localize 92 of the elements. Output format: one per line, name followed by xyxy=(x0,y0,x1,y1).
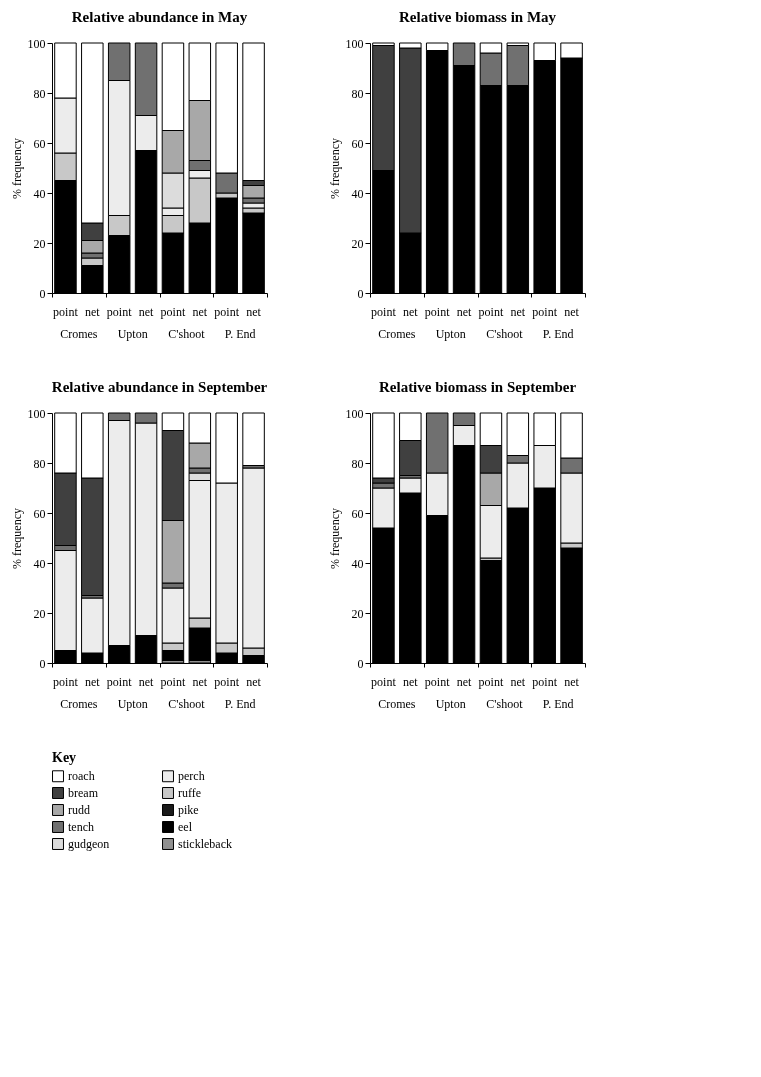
x-tick-label: point xyxy=(424,675,451,689)
text: P. End xyxy=(224,327,256,341)
text: Upton xyxy=(117,697,148,711)
text: P. End xyxy=(542,697,574,711)
y-tick-label: 40 xyxy=(33,556,46,571)
x-tick-label: net xyxy=(246,305,262,319)
y-tick-label: 40 xyxy=(33,186,46,201)
x-tick-label: net xyxy=(510,675,526,689)
x-tick-label: net xyxy=(456,675,473,689)
y-tick-label: 0 xyxy=(39,656,46,671)
y-tick-label: 60 xyxy=(351,136,364,151)
y-tick-label: 20 xyxy=(351,606,364,621)
legend-title: Key xyxy=(52,750,77,765)
x-tick-label: point xyxy=(214,305,240,319)
x-tick-label: net xyxy=(564,675,580,689)
y-tick-label: 80 xyxy=(33,86,46,101)
y-tick-label: 80 xyxy=(33,456,46,471)
text: P. End xyxy=(224,697,256,711)
x-tick-label: net xyxy=(402,305,419,319)
legend-label: bream xyxy=(68,786,99,800)
legend-label: perch xyxy=(178,769,205,784)
legend-label: ruffe xyxy=(178,786,202,800)
x-tick-label: point xyxy=(160,305,186,319)
y-axis-title: % frequency xyxy=(327,138,342,199)
bar xyxy=(242,412,265,466)
legend-label: eel xyxy=(178,820,193,834)
x-tick-label: net xyxy=(84,305,101,319)
legend-label: pike xyxy=(178,803,199,817)
x-tick-label: point xyxy=(371,305,397,319)
y-tick-label: 100 xyxy=(27,36,46,51)
x-tick-label: net xyxy=(510,305,526,319)
y-tick-label: 40 xyxy=(351,556,364,571)
y-tick-label: 20 xyxy=(33,236,46,251)
x-tick-label: point xyxy=(160,675,186,689)
y-tick-label: 20 xyxy=(33,606,46,621)
text: Cromes xyxy=(60,327,98,341)
x-tick-label: point xyxy=(214,675,240,689)
y-tick-label: 0 xyxy=(39,286,46,301)
y-tick-label: 40 xyxy=(351,186,364,201)
chart-title: Relative abundance in September xyxy=(51,379,268,395)
text: Upton xyxy=(435,327,466,341)
y-tick-label: 60 xyxy=(33,136,46,151)
y-tick-label: 100 xyxy=(27,406,46,421)
text: C'shoot xyxy=(486,327,524,341)
y-tick-label: 80 xyxy=(351,456,364,471)
x-tick-label: net xyxy=(192,305,208,319)
y-tick-label: 0 xyxy=(357,286,364,301)
text: P. End xyxy=(542,327,574,341)
chart-title: Relative abundance in May xyxy=(71,9,248,25)
y-tick-label: 100 xyxy=(345,36,364,51)
legend-label: gudgeon xyxy=(68,837,110,851)
text: Cromes xyxy=(378,697,416,711)
y-axis-title: % frequency xyxy=(327,508,342,569)
x-tick-label: net xyxy=(564,305,580,319)
x-tick-label: point xyxy=(53,305,79,319)
text: Cromes xyxy=(60,697,98,711)
y-tick-label: 20 xyxy=(351,236,364,251)
x-tick-label: net xyxy=(138,675,155,689)
y-axis-title: % frequency xyxy=(9,138,24,199)
x-tick-label: point xyxy=(106,675,133,689)
x-tick-label: point xyxy=(532,675,558,689)
y-axis-title: % frequency xyxy=(9,508,24,569)
x-tick-label: point xyxy=(478,305,504,319)
legend-label: rudd xyxy=(68,803,90,817)
y-tick-label: 60 xyxy=(351,506,364,521)
x-tick-label: point xyxy=(106,305,133,319)
x-tick-label: point xyxy=(478,675,504,689)
x-tick-label: point xyxy=(53,675,79,689)
x-tick-label: point xyxy=(371,675,397,689)
x-tick-label: net xyxy=(402,675,419,689)
x-tick-label: net xyxy=(456,305,473,319)
chart-title: Relative biomass in September xyxy=(378,379,577,395)
x-tick-label: net xyxy=(246,675,262,689)
text: Upton xyxy=(435,697,466,711)
y-tick-label: 0 xyxy=(357,656,364,671)
x-tick-label: point xyxy=(532,305,558,319)
legend-label: tench xyxy=(68,820,94,834)
y-tick-label: 80 xyxy=(351,86,364,101)
legend-label: stickleback xyxy=(178,837,232,851)
y-tick-label: 100 xyxy=(345,406,364,421)
text: Cromes xyxy=(378,327,416,341)
y-tick-label: 60 xyxy=(33,506,46,521)
text: C'shoot xyxy=(168,697,206,711)
legend-label: roach xyxy=(68,769,95,784)
text: C'shoot xyxy=(486,697,524,711)
chart-title: Relative biomass in May xyxy=(398,9,557,25)
text: Upton xyxy=(117,327,148,341)
x-tick-label: net xyxy=(192,675,208,689)
x-tick-label: point xyxy=(424,305,451,319)
x-tick-label: net xyxy=(138,305,155,319)
text: C'shoot xyxy=(168,327,206,341)
x-tick-label: net xyxy=(84,675,101,689)
